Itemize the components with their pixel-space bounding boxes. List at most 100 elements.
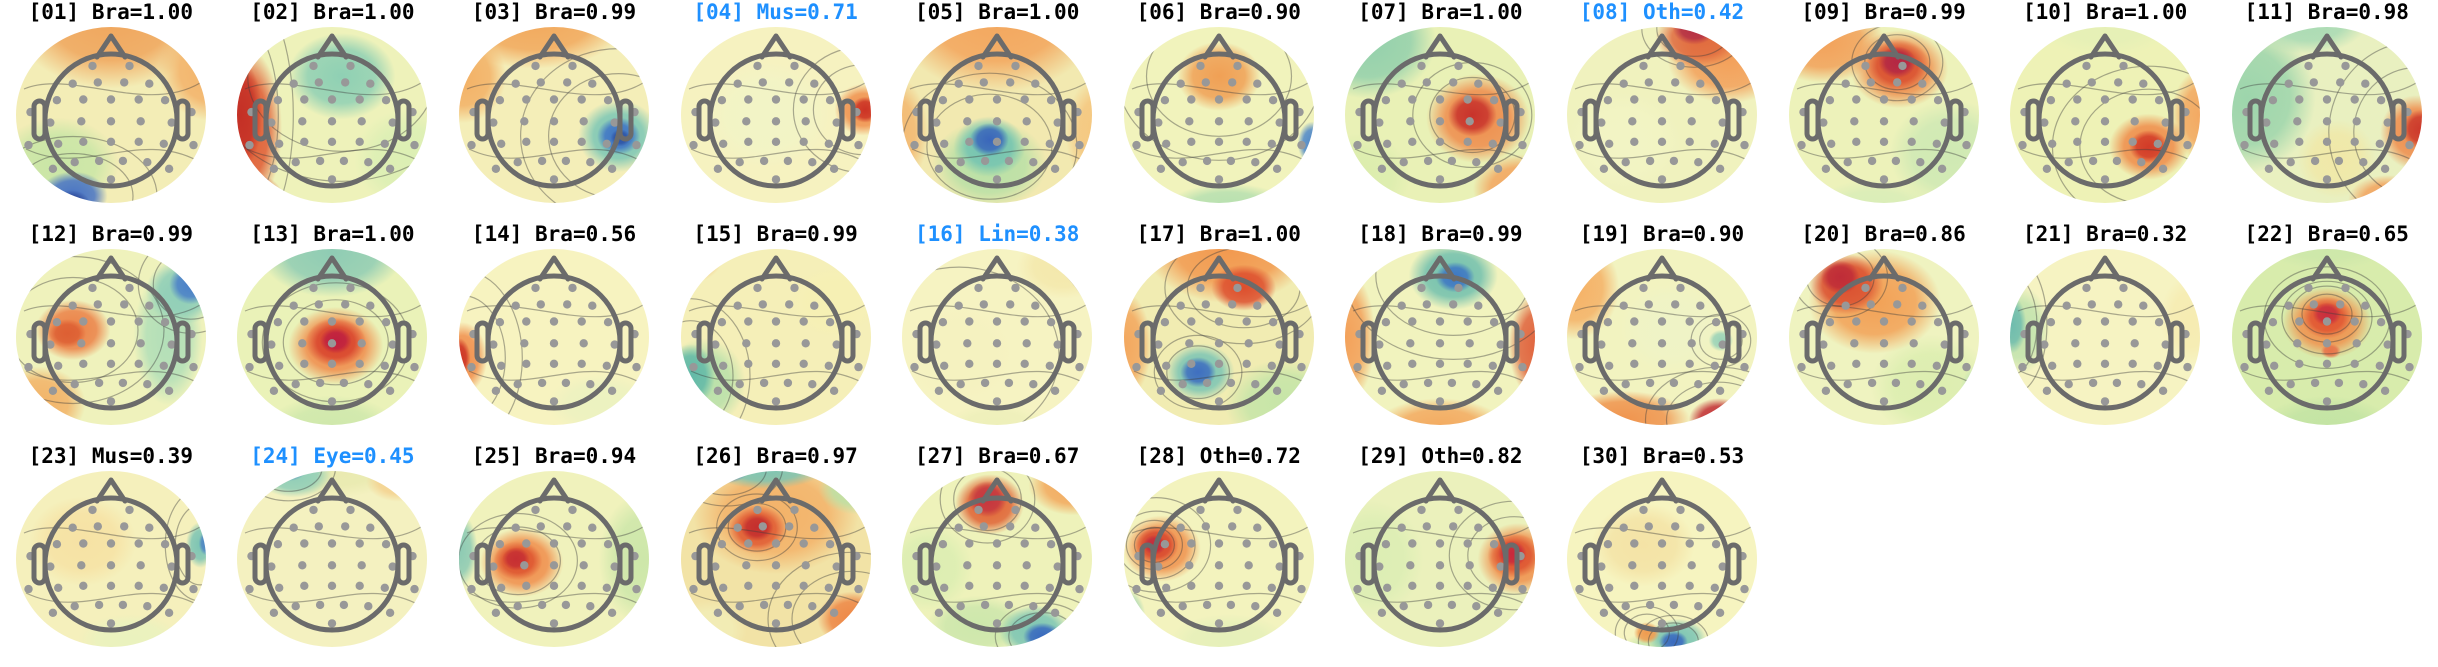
electrode-dot [189,362,198,372]
electrode-dot [1465,117,1475,126]
electrode-dot [298,339,307,348]
electrode-dot [759,600,768,610]
electrode-dot [1406,117,1415,126]
ica-component-cell[interactable]: [13] Bra=1.00 [222,222,444,444]
ica-component-cell[interactable]: [15] Bra=0.99 [665,222,887,444]
ica-component-cell[interactable]: [18] Bra=0.99 [1330,222,1552,444]
electrode-dot [1020,539,1030,548]
electrode-dot [134,359,143,368]
component-label: [20] Bra=0.86 [1801,222,1966,246]
electrode-dot [577,137,586,146]
topomap [2231,27,2422,203]
electrode-dot [1201,300,1210,309]
electrode-dot [2100,95,2110,104]
electrode-dot [1424,378,1433,388]
electrode-dot [1474,523,1483,532]
electrode-dot [735,380,744,389]
electrode-dot [382,96,391,105]
electrode-dots [2240,283,2414,406]
electrode-dot [467,362,476,372]
electrode-dot [579,339,588,348]
electrode-dot [1250,602,1260,611]
ica-component-cell[interactable]: [23] Mus=0.39 [0,444,222,666]
contour-ring [1345,249,1536,361]
component-label: [29] Oth=0.82 [1358,444,1523,468]
electrode-dot [106,359,115,368]
ica-component-cell[interactable]: [14] Bra=0.56 [443,222,665,444]
ica-component-cell[interactable]: [08] Oth=0.42 [1551,0,1773,222]
electrode-dot [759,378,768,388]
electrode-dot [1399,602,1409,611]
ica-component-cell[interactable]: [30] Bra=0.53 [1551,444,1773,666]
ica-component-cell[interactable]: [20] Bra=0.86 [1773,222,1995,444]
electrode-dot [981,156,990,166]
electrode-dot [2292,117,2302,126]
ica-component-cell[interactable]: [04] Mus=0.71 [665,0,887,222]
electrode-dot [88,61,97,71]
head-nose-icon [537,255,571,282]
electrode-dot [2100,339,2110,348]
head-outline [31,477,191,633]
electrode-dot [1184,561,1194,570]
ica-component-cell[interactable]: [17] Bra=1.00 [1108,222,1330,444]
ica-component-cell[interactable]: [22] Bra=0.65 [2216,222,2438,444]
electrode-dot [2358,380,2368,389]
ica-component-cell[interactable]: [28] Oth=0.72 [1108,444,1330,666]
ica-component-cell[interactable]: [11] Bra=0.98 [2216,0,2438,222]
ica-component-cell[interactable]: [29] Oth=0.82 [1330,444,1552,666]
ica-component-cell[interactable]: [10] Bra=1.00 [1994,0,2216,222]
electrode-dot [1621,158,1630,167]
head-circle-icon [1593,273,1731,411]
electrode-dot [1214,561,1223,570]
electrode-dot [1196,505,1205,515]
electrode-dot [1826,361,1835,370]
ica-component-cell[interactable]: [19] Bra=0.90 [1551,222,1773,444]
electrode-dot [2130,117,2140,126]
electrode-dot [496,139,506,148]
ica-component-cell[interactable]: [09] Bra=0.99 [1773,0,1995,222]
electrode-dot [164,608,174,617]
ica-component-cell[interactable]: [21] Bra=0.32 [1994,222,2216,444]
head-outline [31,33,191,189]
electrode-dot [1604,583,1614,592]
electrode-dot [2153,361,2163,370]
electrode-dot [1436,175,1445,184]
electrode-dot [1436,317,1445,326]
electrode-dot [1897,61,1907,71]
contour-ring [1412,61,1533,169]
electrode-dot [52,96,61,105]
electrode-dot [965,95,974,104]
topomap [458,249,649,425]
topomap-overlay [1574,477,1752,647]
ica-component-cell[interactable]: [12] Bra=0.99 [0,222,222,444]
electrode-dot [522,95,531,104]
electrode-dot [536,300,545,309]
ica-component-cell[interactable]: [26] Bra=0.97 [665,444,887,666]
electrode-dot [1657,95,1667,104]
electrode-dot [536,522,545,531]
ica-component-cell[interactable]: [03] Bra=0.99 [443,0,665,222]
ica-component-cell[interactable]: [06] Bra=0.90 [1108,0,1330,222]
contour-line [1133,592,1307,606]
electrode-dot [992,137,1002,146]
electrode-dot [1669,600,1679,610]
ica-component-cell[interactable]: [05] Bra=1.00 [886,0,1108,222]
electrode-dot [1375,562,1384,571]
electrode-dot [688,584,698,594]
electrode-dots [24,283,198,406]
contour-line [1798,148,1971,162]
ica-component-cell[interactable]: [01] Bra=1.00 [0,0,222,222]
ica-component-cell[interactable]: [07] Bra=1.00 [1330,0,1552,222]
ica-component-cell[interactable]: [27] Bra=0.67 [886,444,1108,666]
ica-component-cell[interactable]: [02] Bra=1.00 [222,0,444,222]
electrode-dots [910,283,1084,406]
electrode-dot [1297,140,1306,150]
electrode-dot [1417,61,1427,71]
ica-component-cell[interactable]: [25] Bra=0.94 [443,444,665,666]
ica-component-cell[interactable]: [16] Lin=0.38 [886,222,1108,444]
electrode-dot [610,118,619,127]
electrode-dots [245,505,420,628]
electrode-dot [2082,61,2091,71]
topomap-overlay [2239,255,2417,411]
ica-component-cell[interactable]: [24] Eye=0.45 [222,444,444,666]
